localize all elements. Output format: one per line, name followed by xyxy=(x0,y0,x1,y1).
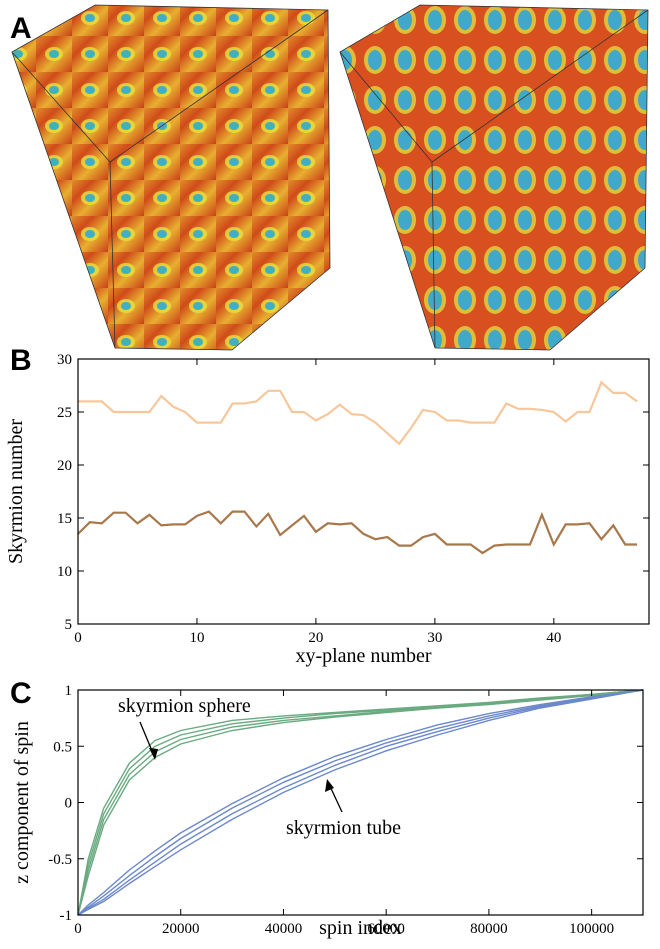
series-line xyxy=(77,510,638,555)
y-tick-label: 20 xyxy=(57,458,72,474)
series-line xyxy=(77,689,644,916)
x-tick-label: 100000 xyxy=(569,921,614,937)
panel-label: B xyxy=(10,344,32,377)
panel-label: A xyxy=(10,12,32,45)
series-line xyxy=(77,689,644,916)
x-tick-label: 20000 xyxy=(162,921,200,937)
x-tick-label: 40 xyxy=(546,630,561,646)
arrow-head xyxy=(325,779,334,792)
y-tick-label: 0 xyxy=(65,796,73,812)
x-tick-label: 20 xyxy=(308,630,323,646)
series-line xyxy=(78,380,638,446)
series-line xyxy=(77,689,644,916)
annotation: skyrmion sphere xyxy=(118,695,251,717)
panel-label: C xyxy=(10,677,32,710)
x-tick-label: 0 xyxy=(74,630,82,646)
x-tick-label: 0 xyxy=(74,921,82,937)
plot-frame xyxy=(77,358,650,625)
series-line xyxy=(77,689,644,916)
series-line xyxy=(77,689,644,916)
y-tick-label: 25 xyxy=(57,405,72,421)
arrow-head xyxy=(149,748,158,760)
x-tick-label: 60000 xyxy=(367,921,405,937)
y-tick-label: 30 xyxy=(57,352,72,368)
y-tick-label: -1 xyxy=(60,908,73,924)
y-tick-label: 5 xyxy=(65,617,73,633)
y-tick-label: 1 xyxy=(65,683,73,699)
y-tick-label: -0.5 xyxy=(48,852,72,868)
series-line xyxy=(77,689,644,916)
y-tick-label: 10 xyxy=(57,564,72,580)
cube-images xyxy=(11,4,649,351)
x-tick-label: 40000 xyxy=(265,921,303,937)
x-tick-label: 80000 xyxy=(470,921,508,937)
x-tick-label: 10 xyxy=(189,630,204,646)
annotation: skyrmion tube xyxy=(286,817,401,839)
y-axis-label: Skyrmion number xyxy=(5,419,27,564)
x-tick-label: 30 xyxy=(427,630,442,646)
series-line xyxy=(77,689,644,916)
y-tick-label: 15 xyxy=(57,511,72,527)
x-axis-label: spin index xyxy=(319,917,402,939)
y-axis-label: z component of spin xyxy=(11,721,33,884)
y-tick-label: 0.5 xyxy=(53,739,72,755)
x-axis-label: xy-plane number xyxy=(295,645,431,667)
plot-frame xyxy=(77,689,644,916)
series-line xyxy=(77,689,644,916)
